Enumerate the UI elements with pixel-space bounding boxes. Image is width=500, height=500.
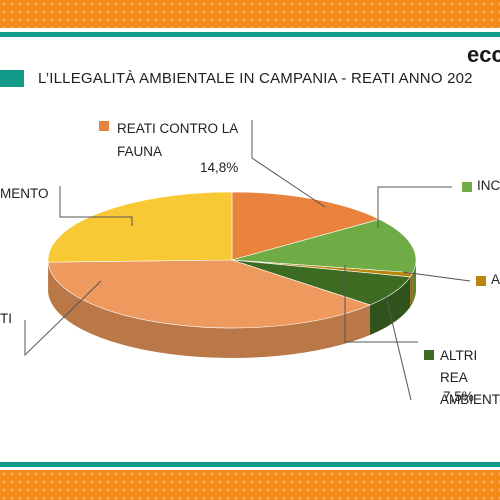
legend-swatch-a (476, 276, 486, 286)
pie-side-3 (370, 276, 411, 335)
leader-line-5 (59, 186, 133, 226)
leader-line-4 (384, 291, 412, 401)
pie-slice-4 (47, 259, 371, 329)
slice-label-fauna-line1: REATI CONTRO LA FAUNA (117, 117, 247, 163)
slice-label-a: A (491, 272, 500, 287)
pie-side-4 (48, 262, 371, 358)
leader-line-1 (377, 186, 452, 228)
pie-slice-0 (231, 191, 381, 261)
pie-side-2 (410, 272, 413, 307)
top-decorative-band (0, 0, 500, 28)
title-accent-bar (0, 70, 24, 87)
legend-swatch-altri (424, 350, 434, 360)
leader-line-6 (24, 280, 102, 357)
slice-value-fauna: 14,8% (200, 160, 239, 175)
slice-label-altri: ALTRI REA AMBIENT (440, 348, 500, 407)
pie-slice-1 (231, 219, 417, 274)
legend-swatch-fauna (99, 121, 109, 131)
bottom-decorative-band (0, 470, 500, 500)
bottom-teal-stripe (0, 462, 500, 467)
slice-label-inc: INC (477, 178, 500, 193)
slice-label-ti: TI (0, 311, 12, 326)
page-title: L’ILLEGALITÀ AMBIENTALE IN CAMPANIA - RE… (38, 70, 473, 87)
top-teal-stripe (0, 32, 500, 37)
slice-label-fauna: REATI CONTRO LA FAUNA (117, 121, 238, 159)
legend-swatch-inc (462, 182, 472, 192)
slice-value-altri: 7,5% (443, 389, 474, 404)
pie-side-walls (48, 260, 416, 358)
leader-line-3 (344, 265, 418, 343)
pie-side-1 (412, 260, 416, 303)
brand-logo: ecc (467, 42, 500, 67)
slice-label-mento: MENTO (0, 186, 49, 201)
leader-line-0 (251, 120, 326, 208)
pie-slice-5 (47, 191, 233, 263)
leader-line-2 (402, 271, 471, 282)
